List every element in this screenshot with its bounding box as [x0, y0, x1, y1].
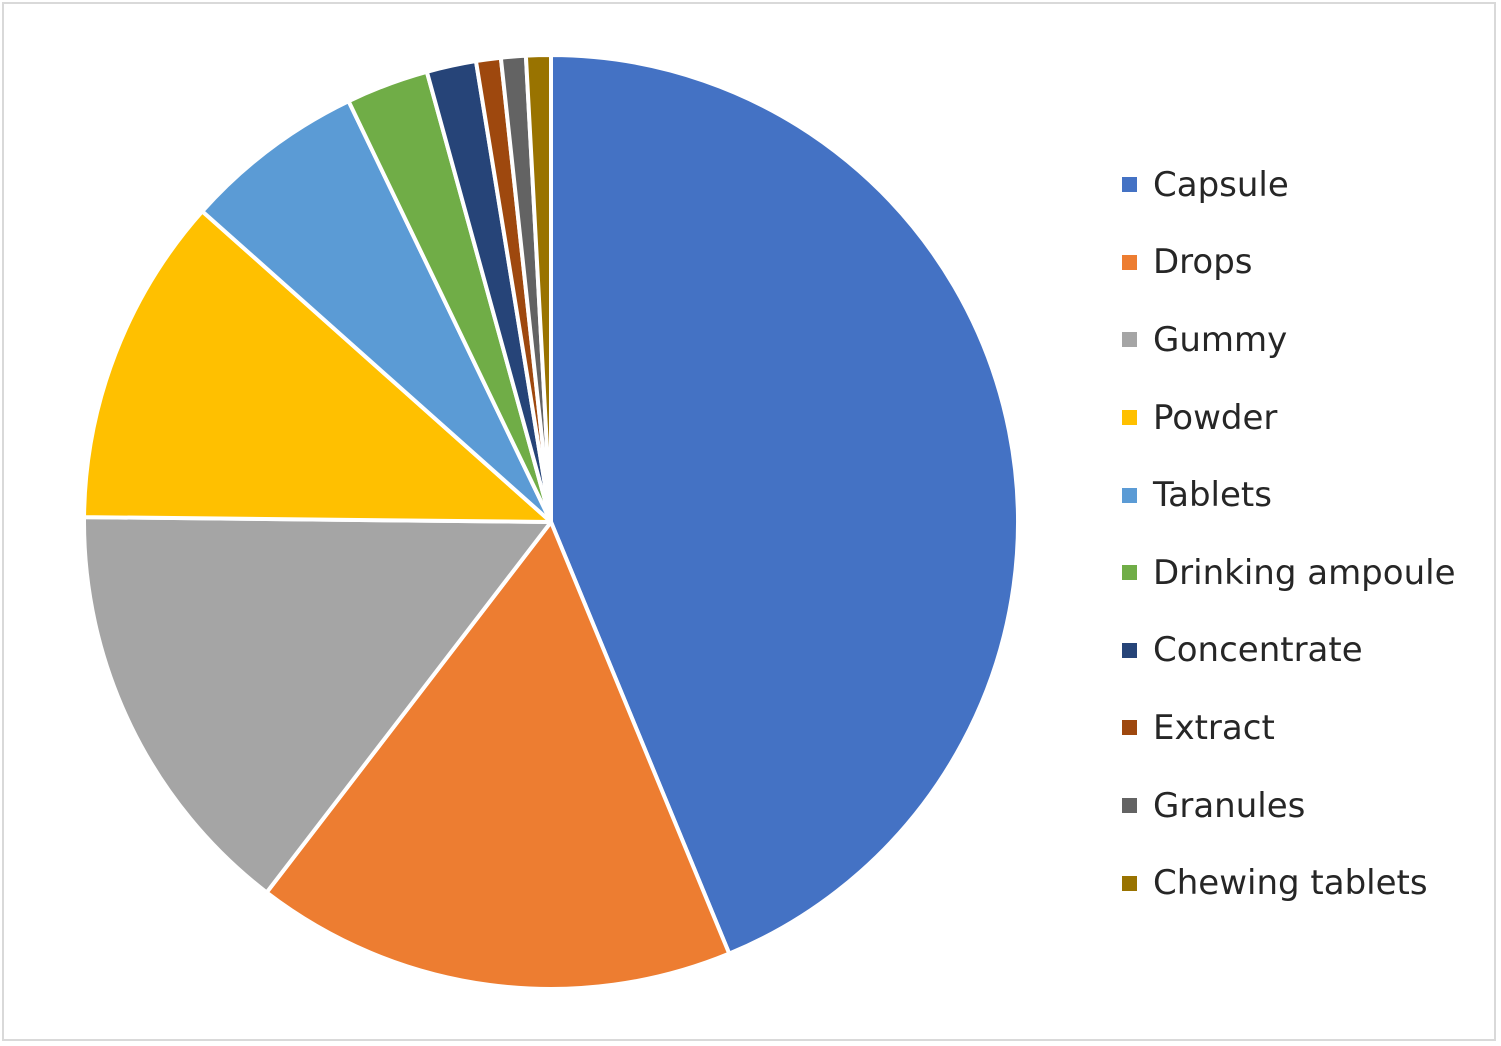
legend-item: Drops: [1122, 224, 1455, 302]
legend-swatch: [1122, 177, 1137, 193]
legend-item: Powder: [1122, 379, 1455, 457]
legend-label: Powder: [1153, 397, 1278, 438]
legend-item: Capsule: [1122, 146, 1455, 224]
legend-label: Drinking ampoule: [1153, 552, 1456, 593]
pie-slice-powder: [82, 209, 553, 524]
legend-label: Tablets: [1153, 475, 1272, 516]
legend-swatch: [1122, 254, 1137, 270]
legend-label: Extract: [1153, 707, 1275, 748]
legend-item: Tablets: [1122, 456, 1455, 534]
chart-legend: Capsule Drops Gummy Powder Tablets Drinking a…: [1122, 146, 1455, 922]
legend-swatch: [1122, 875, 1137, 891]
legend-swatch: [1122, 565, 1137, 581]
legend-swatch: [1122, 410, 1137, 426]
legend-swatch: [1122, 798, 1137, 814]
legend-item: Gummy: [1122, 301, 1455, 379]
legend-item: Concentrate: [1122, 612, 1455, 690]
legend-label: Drops: [1153, 242, 1253, 283]
legend-item: Granules: [1122, 767, 1455, 845]
legend-swatch: [1122, 642, 1137, 658]
legend-label: Capsule: [1153, 164, 1289, 205]
legend-label: Granules: [1153, 785, 1306, 826]
legend-label: Chewing tablets: [1153, 863, 1428, 904]
legend-label: Concentrate: [1153, 630, 1363, 671]
legend-swatch: [1122, 332, 1137, 348]
pie-slice-tablets: [200, 99, 553, 524]
legend-swatch: [1122, 487, 1137, 503]
legend-swatch: [1122, 720, 1137, 736]
legend-label: Gummy: [1153, 319, 1288, 360]
pie-slice-chewing-tablets: [523, 53, 553, 524]
pie-slice-drops: [264, 520, 732, 991]
pie-slice-gummy: [82, 515, 553, 895]
legend-item: Chewing tablets: [1122, 844, 1455, 922]
pie-slice-capsule: [549, 53, 1020, 956]
legend-item: Extract: [1122, 689, 1455, 767]
legend-item: Drinking ampoule: [1122, 534, 1455, 612]
